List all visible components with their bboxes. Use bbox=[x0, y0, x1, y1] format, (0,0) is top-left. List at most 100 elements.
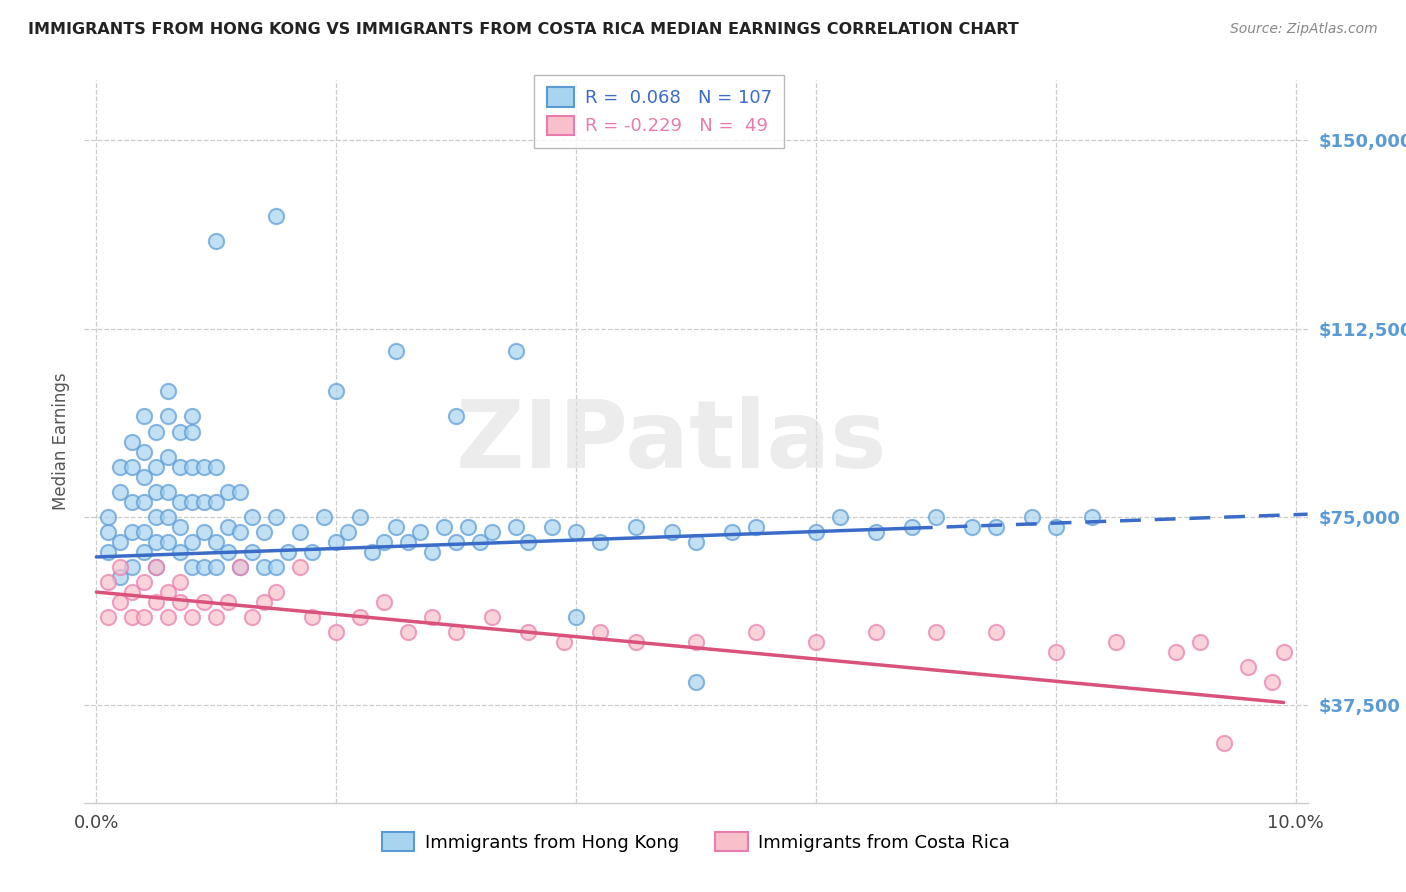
Point bbox=[157, 450, 180, 464]
Point bbox=[181, 425, 204, 439]
Point bbox=[181, 610, 204, 624]
Point bbox=[337, 524, 360, 539]
Point bbox=[984, 625, 1007, 640]
Point bbox=[960, 520, 983, 534]
Point bbox=[110, 484, 132, 499]
Point bbox=[290, 524, 312, 539]
Point bbox=[97, 545, 120, 559]
Point bbox=[804, 524, 827, 539]
Point bbox=[240, 610, 263, 624]
Point bbox=[169, 459, 191, 474]
Point bbox=[97, 610, 120, 624]
Point bbox=[169, 494, 191, 508]
Point bbox=[264, 560, 287, 574]
Point bbox=[181, 409, 204, 424]
Point bbox=[205, 534, 228, 549]
Point bbox=[134, 409, 156, 424]
Point bbox=[314, 509, 336, 524]
Point bbox=[193, 494, 215, 508]
Point bbox=[373, 595, 395, 609]
Point bbox=[925, 509, 948, 524]
Point bbox=[110, 570, 132, 584]
Point bbox=[385, 344, 408, 359]
Point bbox=[565, 524, 588, 539]
Point bbox=[169, 545, 191, 559]
Point bbox=[1080, 509, 1102, 524]
Point bbox=[1260, 675, 1282, 690]
Point bbox=[157, 585, 180, 599]
Point bbox=[685, 635, 707, 649]
Point bbox=[828, 509, 851, 524]
Point bbox=[229, 484, 252, 499]
Point bbox=[110, 560, 132, 574]
Point bbox=[205, 459, 228, 474]
Point bbox=[457, 520, 479, 534]
Point bbox=[145, 560, 167, 574]
Point bbox=[721, 524, 744, 539]
Point bbox=[157, 484, 180, 499]
Point bbox=[277, 545, 299, 559]
Point bbox=[169, 574, 191, 589]
Point bbox=[145, 459, 167, 474]
Point bbox=[121, 434, 143, 449]
Point bbox=[925, 625, 948, 640]
Point bbox=[589, 625, 612, 640]
Point bbox=[97, 509, 120, 524]
Point bbox=[517, 625, 540, 640]
Point bbox=[240, 509, 263, 524]
Point bbox=[145, 595, 167, 609]
Point bbox=[1272, 645, 1295, 659]
Point bbox=[481, 610, 503, 624]
Point bbox=[1045, 645, 1067, 659]
Point bbox=[217, 520, 239, 534]
Point bbox=[745, 520, 768, 534]
Point bbox=[169, 425, 191, 439]
Point bbox=[1236, 660, 1258, 674]
Point bbox=[901, 520, 924, 534]
Point bbox=[409, 524, 432, 539]
Point bbox=[804, 635, 827, 649]
Point bbox=[325, 384, 347, 399]
Point bbox=[301, 545, 323, 559]
Point bbox=[253, 595, 276, 609]
Point bbox=[420, 610, 443, 624]
Point bbox=[134, 444, 156, 458]
Point bbox=[624, 520, 647, 534]
Point bbox=[264, 585, 287, 599]
Point bbox=[134, 469, 156, 483]
Point bbox=[685, 534, 707, 549]
Point bbox=[157, 610, 180, 624]
Text: IMMIGRANTS FROM HONG KONG VS IMMIGRANTS FROM COSTA RICA MEDIAN EARNINGS CORRELAT: IMMIGRANTS FROM HONG KONG VS IMMIGRANTS … bbox=[28, 22, 1019, 37]
Point bbox=[121, 524, 143, 539]
Point bbox=[240, 545, 263, 559]
Point bbox=[373, 534, 395, 549]
Point bbox=[1045, 520, 1067, 534]
Point bbox=[134, 545, 156, 559]
Point bbox=[145, 534, 167, 549]
Point bbox=[157, 534, 180, 549]
Point bbox=[181, 494, 204, 508]
Point bbox=[193, 524, 215, 539]
Point bbox=[505, 520, 527, 534]
Point bbox=[157, 509, 180, 524]
Point bbox=[325, 625, 347, 640]
Point bbox=[349, 509, 371, 524]
Point bbox=[205, 610, 228, 624]
Text: ZIPatlas: ZIPatlas bbox=[456, 395, 887, 488]
Point bbox=[145, 425, 167, 439]
Point bbox=[97, 574, 120, 589]
Point bbox=[181, 459, 204, 474]
Point bbox=[229, 560, 252, 574]
Point bbox=[685, 675, 707, 690]
Point bbox=[1105, 635, 1128, 649]
Point bbox=[217, 595, 239, 609]
Point bbox=[217, 545, 239, 559]
Point bbox=[253, 524, 276, 539]
Point bbox=[290, 560, 312, 574]
Point bbox=[1188, 635, 1211, 649]
Point bbox=[325, 534, 347, 549]
Point bbox=[385, 520, 408, 534]
Point bbox=[745, 625, 768, 640]
Point bbox=[169, 595, 191, 609]
Text: Source: ZipAtlas.com: Source: ZipAtlas.com bbox=[1230, 22, 1378, 37]
